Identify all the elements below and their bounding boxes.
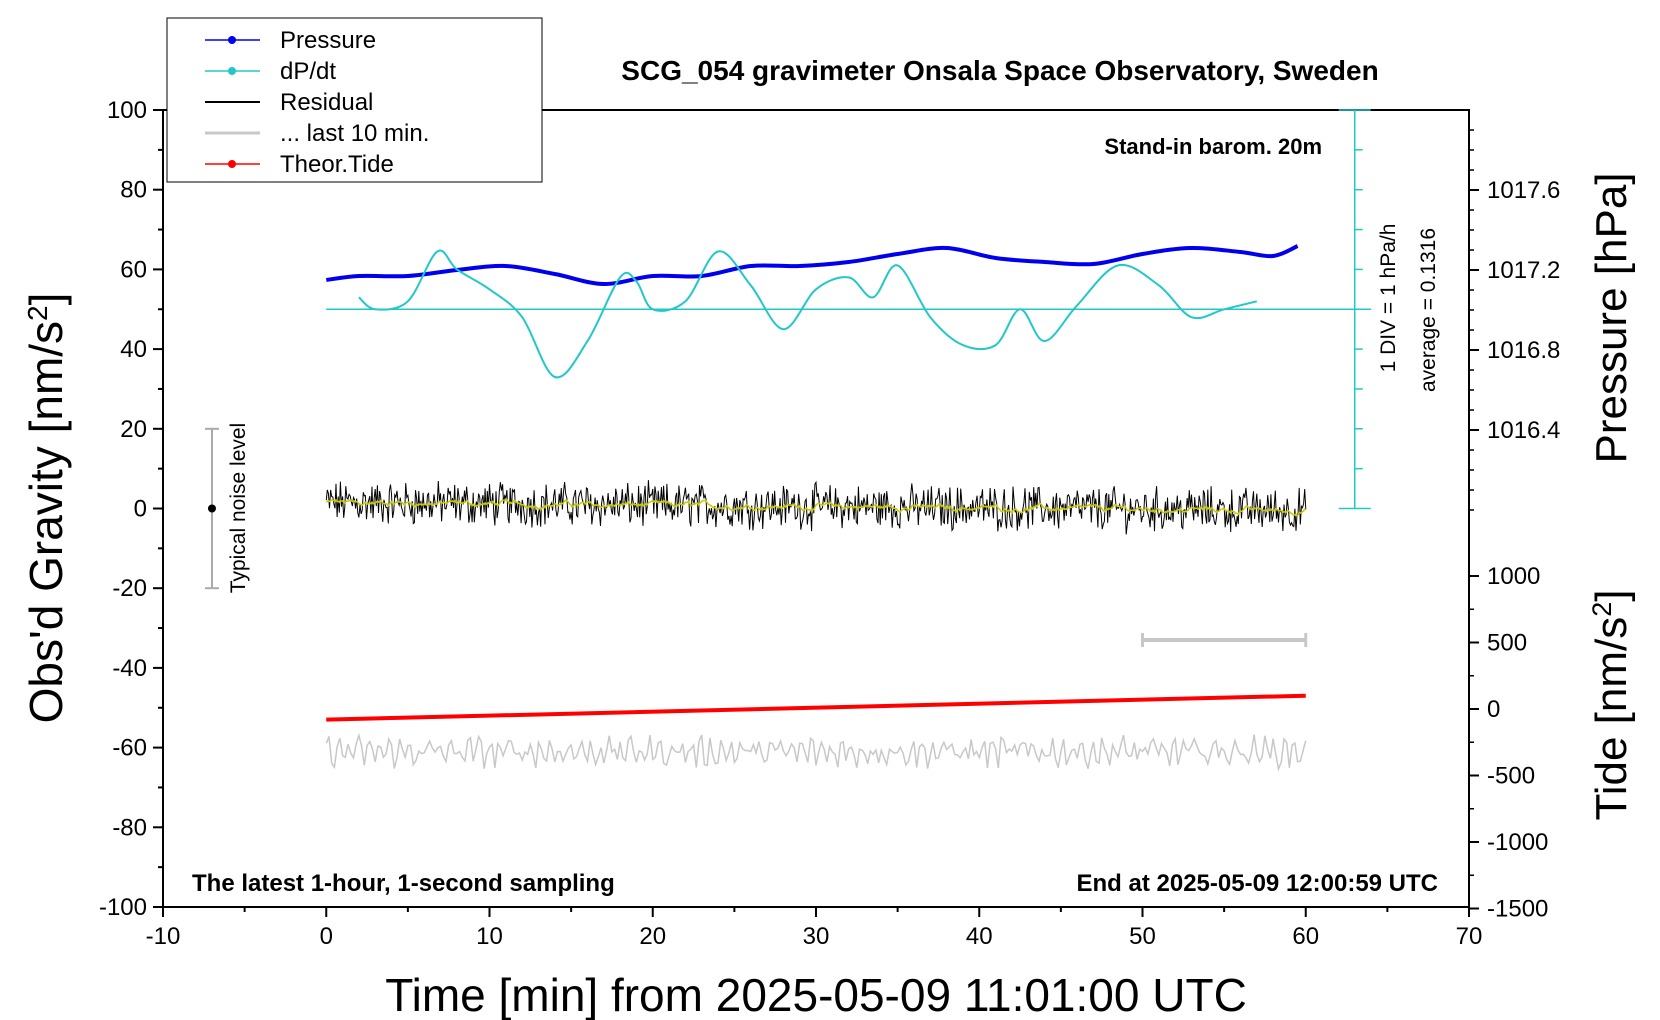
x-tick-label: -10 bbox=[146, 923, 181, 950]
tide-axis-title-main: Tide [nm/s bbox=[1587, 617, 1636, 821]
y-tick-label: 60 bbox=[120, 256, 147, 283]
legend-marker bbox=[228, 160, 236, 168]
tide-tick-label: 500 bbox=[1487, 630, 1527, 657]
x-tick-label: 30 bbox=[803, 923, 830, 950]
tide-axis-title-sup: 2 bbox=[1587, 602, 1617, 617]
y-tick-label: -60 bbox=[112, 735, 147, 762]
legend-marker bbox=[228, 67, 236, 75]
y-tick-label: 20 bbox=[120, 416, 147, 443]
legend-box bbox=[166, 17, 543, 183]
tide-series-line bbox=[326, 693, 1306, 722]
y-tick-label: -100 bbox=[99, 894, 147, 921]
y-tick-label: 0 bbox=[134, 496, 147, 523]
x-tick-label: 40 bbox=[966, 923, 993, 950]
x-tick-label: 60 bbox=[1292, 923, 1319, 950]
residual-smooth-line bbox=[325, 498, 1306, 517]
x-tick-label: 20 bbox=[639, 923, 666, 950]
pressure-axis-ticks: 1016.4 1016.8 1017.2 1017.6 bbox=[1469, 129, 1560, 511]
plot-frame bbox=[162, 109, 1470, 908]
tide-tick-label: -1000 bbox=[1487, 829, 1548, 856]
pressure-tick-label: 1017.2 bbox=[1487, 257, 1560, 284]
tide-axis-title: Tide [nm/s2] bbox=[1587, 589, 1636, 820]
y-axis-title-left-main: Obs'd Gravity [nm/s bbox=[20, 321, 72, 723]
pressure-axis-title: Pressure [hPa] bbox=[1587, 172, 1636, 463]
tide-axis-ticks: 1000 500 0 -500 -1000 -1500 bbox=[1469, 563, 1548, 923]
x-tick-label: 10 bbox=[476, 923, 503, 950]
y-tick-label: 100 bbox=[107, 97, 147, 124]
y-tick-label: -80 bbox=[112, 814, 147, 841]
y-axis-title-left: Obs'd Gravity [nm/s2] bbox=[20, 293, 72, 724]
x-tick-label: 0 bbox=[320, 923, 333, 950]
legend-marker bbox=[228, 36, 236, 44]
y-axis-title-left-sup: 2 bbox=[22, 305, 53, 321]
div-annotation: 1 DIV = 1 hPa/h bbox=[1377, 224, 1400, 373]
x-tick-label: 70 bbox=[1456, 923, 1483, 950]
y-tick-label: 40 bbox=[120, 336, 147, 363]
legend-label: ... last 10 min. bbox=[280, 120, 429, 147]
bottom-right-annotation: End at 2025-05-09 12:00:59 UTC bbox=[1077, 870, 1439, 897]
noise-annotation: Typical noise level bbox=[227, 423, 250, 593]
tide-tick-label: 0 bbox=[1487, 696, 1500, 723]
legend-label: Theor.Tide bbox=[280, 151, 394, 178]
y-axis-title-left-end: ] bbox=[20, 293, 72, 306]
typical-noise-bar bbox=[204, 427, 219, 590]
tide-tick-label: -1500 bbox=[1487, 896, 1548, 923]
noise-bar-dot bbox=[207, 504, 216, 513]
y-tick-label: -40 bbox=[112, 655, 147, 682]
series-layer bbox=[325, 244, 1372, 772]
x-axis-ticks: -10 0 10 20 30 40 50 60 70 bbox=[146, 907, 1483, 950]
pressure-tick-label: 1016.8 bbox=[1487, 337, 1560, 364]
y-axis-ticks: -100 -80 -60 -40 -20 0 20 40 60 80 100 bbox=[99, 97, 163, 921]
tide-tick-label: -500 bbox=[1487, 763, 1535, 790]
legend-label: dP/dt bbox=[280, 58, 336, 85]
residual-series-line bbox=[325, 480, 1307, 535]
y-tick-label: 80 bbox=[120, 177, 147, 204]
tide-axis-title-end: ] bbox=[1587, 589, 1636, 601]
chart-title: SCG_054 gravimeter Onsala Space Observat… bbox=[621, 55, 1378, 86]
barometer-annotation: Stand-in barom. 20m bbox=[1104, 134, 1322, 159]
x-axis-title: Time [min] from 2025-05-09 11:01:00 UTC bbox=[385, 969, 1247, 1020]
last10-gray-trace bbox=[325, 732, 1307, 772]
legend-label: Residual bbox=[280, 89, 373, 116]
pressure-series-line bbox=[326, 244, 1299, 287]
bottom-left-annotation: The latest 1-hour, 1-second sampling bbox=[192, 870, 615, 897]
pressure-tick-label: 1017.6 bbox=[1487, 177, 1560, 204]
tide-tick-label: 1000 bbox=[1487, 563, 1540, 590]
y-tick-label: -20 bbox=[112, 575, 147, 602]
legend: Pressure dP/dt Residual ... last 10 min. The… bbox=[166, 17, 543, 183]
dpdt-series-line bbox=[358, 249, 1258, 379]
x-tick-label: 50 bbox=[1129, 923, 1156, 950]
legend-label: Pressure bbox=[280, 27, 376, 54]
pressure-tick-label: 1016.4 bbox=[1487, 417, 1560, 444]
average-annotation: average = 0.1316 bbox=[1417, 228, 1440, 392]
